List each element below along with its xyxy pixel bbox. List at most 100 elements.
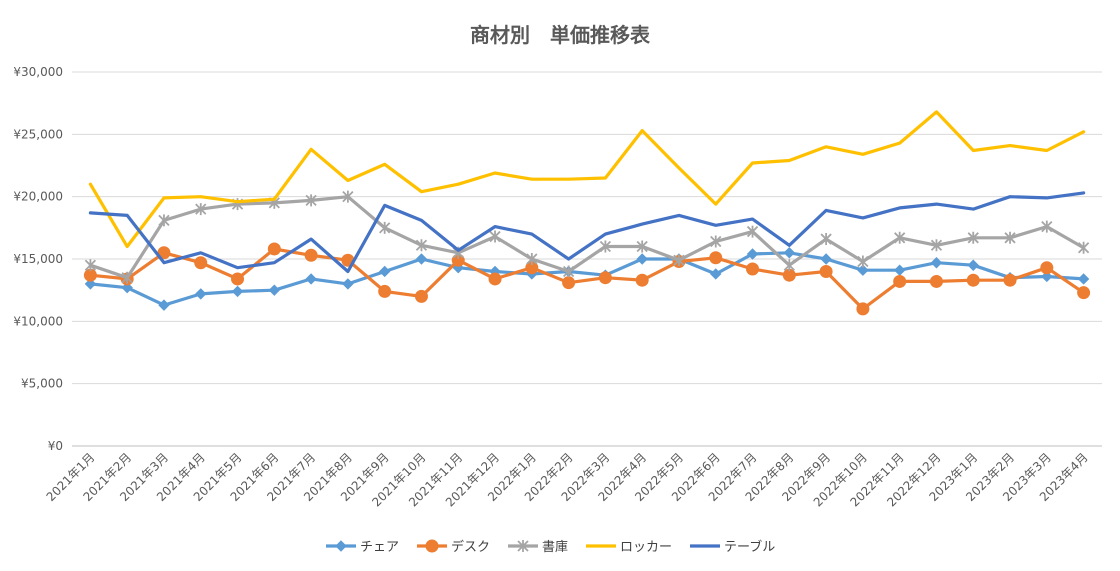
data-point-marker — [562, 276, 576, 290]
data-point-marker — [305, 194, 317, 207]
data-point-marker — [893, 274, 907, 288]
legend-label: テーブル — [724, 539, 775, 555]
data-point-marker — [194, 256, 208, 270]
data-point-marker — [304, 248, 318, 262]
legend-label: ロッカー — [620, 540, 672, 555]
data-point-marker — [121, 281, 133, 294]
y-tick-label: ¥25,000 — [13, 127, 63, 141]
data-point-marker — [746, 248, 759, 260]
y-tick-label: ¥20,000 — [13, 190, 63, 204]
series-line — [88, 110, 1086, 249]
data-point-marker — [342, 190, 354, 203]
series-line — [88, 191, 1086, 274]
data-point-marker — [930, 239, 943, 252]
legend-label: デスク — [451, 539, 490, 555]
data-point-marker — [84, 259, 97, 272]
series-デスク — [83, 242, 1091, 316]
x-axis-ticks: 2021年1月2021年2月2021年3月2021年4月2021年5月2021年… — [44, 450, 1091, 509]
y-axis-ticks: ¥0 ¥5,000 ¥10,000 ¥15,000 ¥20,000 ¥25,000 ¥30,… — [13, 65, 63, 453]
series-lines — [83, 110, 1091, 316]
data-point-marker — [231, 272, 245, 286]
legend-label: チェア — [360, 540, 399, 555]
data-point-marker — [710, 268, 722, 280]
data-point-marker — [121, 271, 133, 284]
data-point-marker — [195, 203, 207, 216]
data-point-marker — [415, 239, 428, 252]
series-テーブル — [88, 191, 1086, 274]
y-tick-label: ¥0 — [48, 439, 63, 453]
data-point-marker — [893, 264, 906, 276]
data-point-marker — [335, 540, 347, 552]
data-point-marker — [894, 231, 906, 244]
data-point-marker — [1077, 273, 1090, 285]
data-point-marker — [1077, 241, 1090, 254]
data-point-marker — [268, 284, 281, 296]
data-point-marker — [231, 285, 244, 298]
data-point-marker — [84, 278, 97, 290]
legend-item: ロッカー — [586, 540, 672, 555]
data-point-marker — [857, 264, 869, 276]
data-point-marker — [746, 225, 759, 238]
data-point-marker — [930, 257, 943, 269]
data-point-marker — [267, 242, 281, 256]
data-point-marker — [783, 259, 795, 272]
y-tick-label: ¥30,000 — [13, 65, 63, 79]
data-point-marker — [635, 273, 649, 287]
data-point-marker — [1003, 273, 1017, 287]
data-point-marker — [709, 251, 723, 265]
data-point-marker — [378, 284, 392, 298]
data-point-marker — [414, 289, 428, 303]
data-point-marker — [488, 272, 502, 286]
data-point-marker — [1041, 270, 1053, 283]
y-tick-label: ¥10,000 — [13, 314, 63, 328]
legend-item: デスク — [417, 539, 490, 555]
data-point-marker — [195, 288, 207, 300]
data-point-marker — [342, 278, 354, 290]
legend-label: 書庫 — [542, 540, 568, 555]
data-point-marker — [820, 233, 832, 246]
data-point-marker — [379, 221, 391, 234]
legend: チェア デスク 書庫 ロッカー テーブル — [326, 539, 775, 555]
data-point-marker — [425, 539, 439, 553]
data-point-marker — [415, 253, 428, 265]
y-tick-label: ¥15,000 — [13, 252, 63, 266]
legend-item: チェア — [326, 540, 399, 555]
data-point-marker — [856, 302, 870, 316]
data-point-marker — [305, 273, 317, 285]
data-point-marker — [1004, 231, 1016, 244]
data-point-marker — [562, 265, 575, 278]
data-point-marker — [378, 265, 391, 278]
data-point-marker — [1077, 286, 1091, 300]
legend-item: 書庫 — [508, 540, 568, 555]
data-point-marker — [489, 230, 501, 243]
data-point-marker — [966, 273, 980, 287]
y-tick-label: ¥5,000 — [21, 377, 63, 391]
data-point-marker — [967, 259, 979, 271]
legend-item: テーブル — [690, 539, 775, 555]
data-point-marker — [820, 253, 832, 265]
series-ロッカー — [88, 110, 1086, 249]
data-point-marker — [158, 214, 170, 227]
data-point-marker — [783, 247, 796, 259]
data-point-marker — [1041, 220, 1053, 233]
data-point-marker — [636, 240, 648, 253]
data-point-marker — [599, 240, 612, 253]
chart-title: 商材別 単価推移表 — [470, 23, 651, 47]
data-point-marker — [967, 231, 979, 244]
data-point-marker — [857, 255, 869, 268]
data-point-marker — [526, 253, 538, 265]
series-line — [88, 195, 1086, 280]
data-point-marker — [673, 254, 685, 267]
gridlines — [72, 71, 1102, 447]
series-line — [88, 251, 1086, 307]
data-point-marker — [1040, 261, 1054, 275]
data-point-marker — [929, 274, 943, 288]
data-point-marker — [819, 264, 833, 278]
data-point-marker — [746, 262, 760, 276]
data-point-marker — [158, 299, 170, 311]
data-point-marker — [710, 235, 722, 248]
data-point-marker — [517, 540, 529, 552]
data-point-marker — [598, 271, 612, 285]
